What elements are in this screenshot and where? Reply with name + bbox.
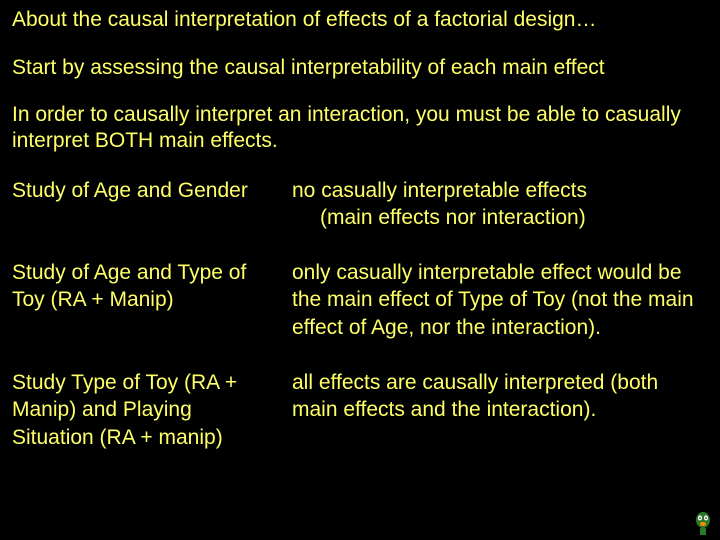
example-row-1: Study of Age and Gender no casually inte… <box>12 177 708 232</box>
example-1-right-line1: no casually interpretable effects <box>292 179 587 202</box>
example-1-right-line2: (main effects nor interaction) <box>292 204 708 231</box>
example-1-right: no casually interpretable effects (main … <box>282 177 708 232</box>
slide-title: About the causal interpretation of effec… <box>12 8 708 32</box>
intro-line-2: In order to causally interpret an intera… <box>12 102 708 155</box>
example-3-right: all effects are causally interpreted (bo… <box>282 369 708 451</box>
intro-line-1: Start by assessing the causal interpreta… <box>12 56 708 80</box>
example-2-left: Study of Age and Type of Toy (RA + Manip… <box>12 259 282 341</box>
example-3-left: Study Type of Toy (RA + Manip) and Playi… <box>12 369 282 451</box>
example-row-3: Study Type of Toy (RA + Manip) and Playi… <box>12 369 708 451</box>
cartoon-character-icon <box>692 510 714 536</box>
example-row-2: Study of Age and Type of Toy (RA + Manip… <box>12 259 708 341</box>
example-2-right: only casually interpretable effect would… <box>282 259 708 341</box>
example-1-left: Study of Age and Gender <box>12 177 282 232</box>
